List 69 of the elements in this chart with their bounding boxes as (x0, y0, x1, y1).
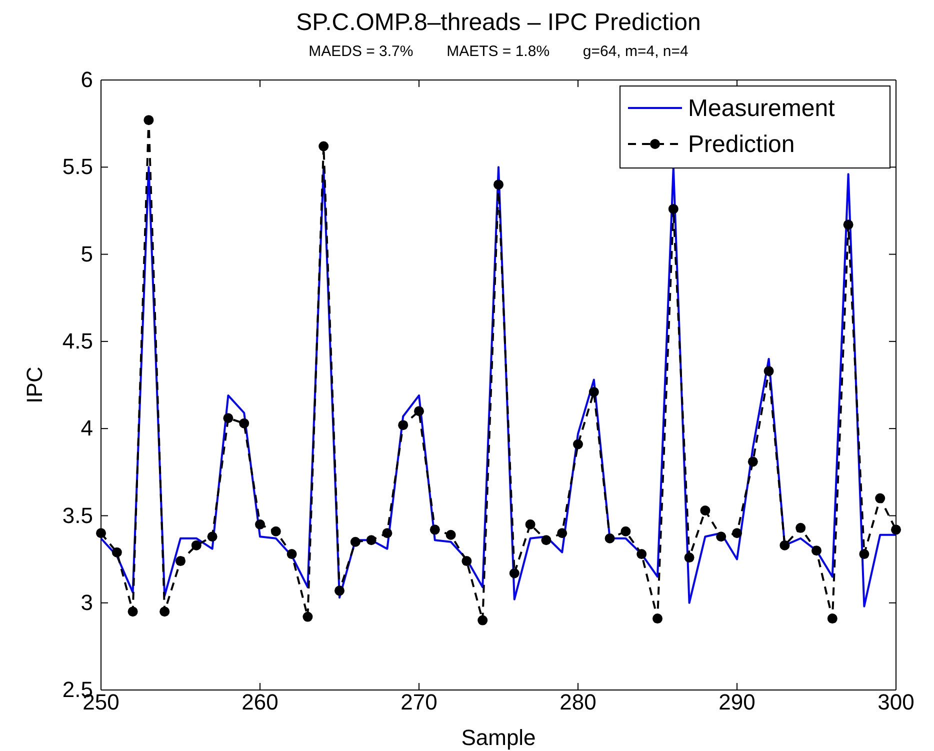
point (446, 530, 456, 540)
point (668, 204, 678, 214)
point (382, 528, 392, 538)
point (270, 526, 281, 536)
point (398, 420, 408, 430)
point (525, 519, 536, 530)
point (588, 386, 599, 397)
point (207, 532, 218, 542)
point (541, 535, 552, 546)
y-tick-label: 3.5 (62, 502, 93, 528)
x-tick-label: 290 (718, 690, 756, 715)
point (716, 532, 726, 542)
x-tick-label: 270 (400, 690, 438, 715)
point (494, 180, 504, 190)
point (350, 536, 360, 547)
x-tick-label: 260 (242, 690, 278, 715)
y-tick-label: 4 (80, 416, 93, 441)
point (96, 528, 106, 538)
point (573, 439, 583, 450)
legend-label: Prediction (688, 131, 795, 158)
y-tick-label: 5.5 (62, 154, 93, 180)
point (160, 606, 170, 617)
point (239, 418, 250, 428)
point (223, 413, 234, 424)
chart-title: SP.C.OMP.8–threads – IPC Prediction (296, 9, 701, 36)
point (286, 549, 297, 560)
point (478, 615, 488, 626)
x-tick-label: 300 (878, 690, 914, 715)
y-tick-label: 4.5 (62, 328, 93, 354)
point (191, 540, 202, 550)
x-tick-label: 280 (560, 690, 596, 715)
point (827, 614, 838, 624)
y-tick-label: 5 (80, 241, 93, 266)
point (604, 533, 615, 544)
chart-subtitle: MAEDS = 3.7% MAETS = 1.8% g=64, m=4, n=4 (308, 43, 688, 60)
point (318, 141, 329, 152)
point (684, 552, 694, 563)
point (462, 556, 472, 566)
point (732, 528, 742, 538)
point (780, 540, 790, 550)
point (700, 505, 710, 516)
point (748, 456, 758, 467)
point (636, 549, 647, 560)
point (176, 556, 186, 566)
point (509, 568, 520, 578)
point (875, 493, 886, 504)
point (891, 524, 901, 535)
point (557, 528, 568, 538)
point (302, 612, 313, 622)
point (652, 614, 662, 624)
y-axis-title: IPC (22, 366, 47, 404)
y-tick-label: 3 (80, 590, 93, 615)
point (796, 522, 806, 533)
point (366, 535, 376, 546)
y-tick-label: 6 (80, 67, 93, 92)
x-axis-title: Sample (461, 725, 536, 750)
point (812, 546, 822, 556)
point (764, 366, 774, 376)
point (430, 524, 440, 535)
point (843, 220, 854, 230)
point (112, 547, 122, 558)
point (414, 406, 424, 416)
point (255, 519, 265, 530)
point (620, 526, 631, 536)
point (334, 586, 344, 596)
point (128, 606, 138, 617)
point (859, 549, 870, 560)
legend-label: Measurement (688, 95, 836, 122)
point (144, 115, 154, 126)
